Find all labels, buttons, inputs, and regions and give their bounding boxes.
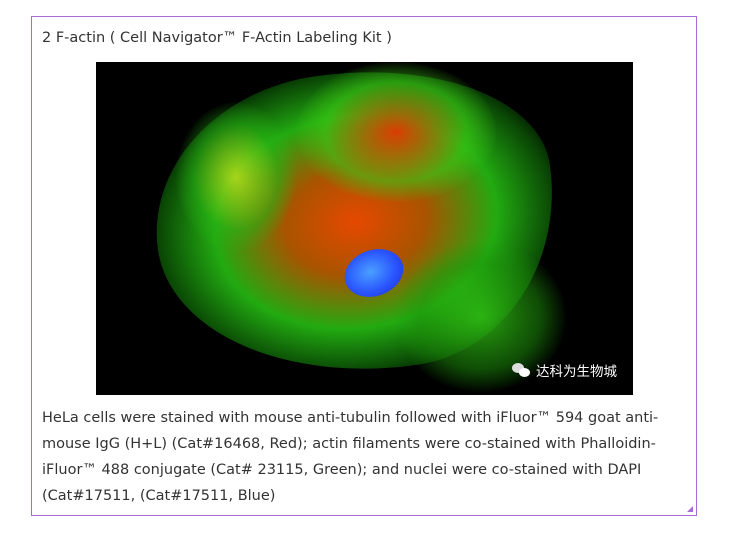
fluorescence-image: 达科为生物城 xyxy=(96,62,633,395)
caption-line: iFluor™ 488 conjugate (Cat# 23115, Green… xyxy=(42,462,642,478)
wechat-icon xyxy=(512,363,530,377)
caption-line: mouse IgG (H+L) (Cat#16468, Red); actin … xyxy=(42,436,656,452)
figure-caption: HeLa cells were stained with mouse anti-… xyxy=(42,405,682,509)
cell-upper-region xyxy=(296,62,496,202)
resize-handle[interactable] xyxy=(687,506,693,512)
cell-left-region xyxy=(176,102,296,252)
section-title: 2 F-actin ( Cell Navigator™ F-Actin Labe… xyxy=(42,30,392,46)
cell-lower-region xyxy=(396,242,566,392)
cell-illustration xyxy=(96,62,633,395)
caption-line: HeLa cells were stained with mouse anti-… xyxy=(42,410,659,426)
watermark: 达科为生物城 xyxy=(512,360,617,380)
content-box: 2 F-actin ( Cell Navigator™ F-Actin Labe… xyxy=(31,16,697,516)
caption-line: (Cat#17511, (Cat#17511, Blue) xyxy=(42,488,276,504)
watermark-text: 达科为生物城 xyxy=(536,364,617,380)
